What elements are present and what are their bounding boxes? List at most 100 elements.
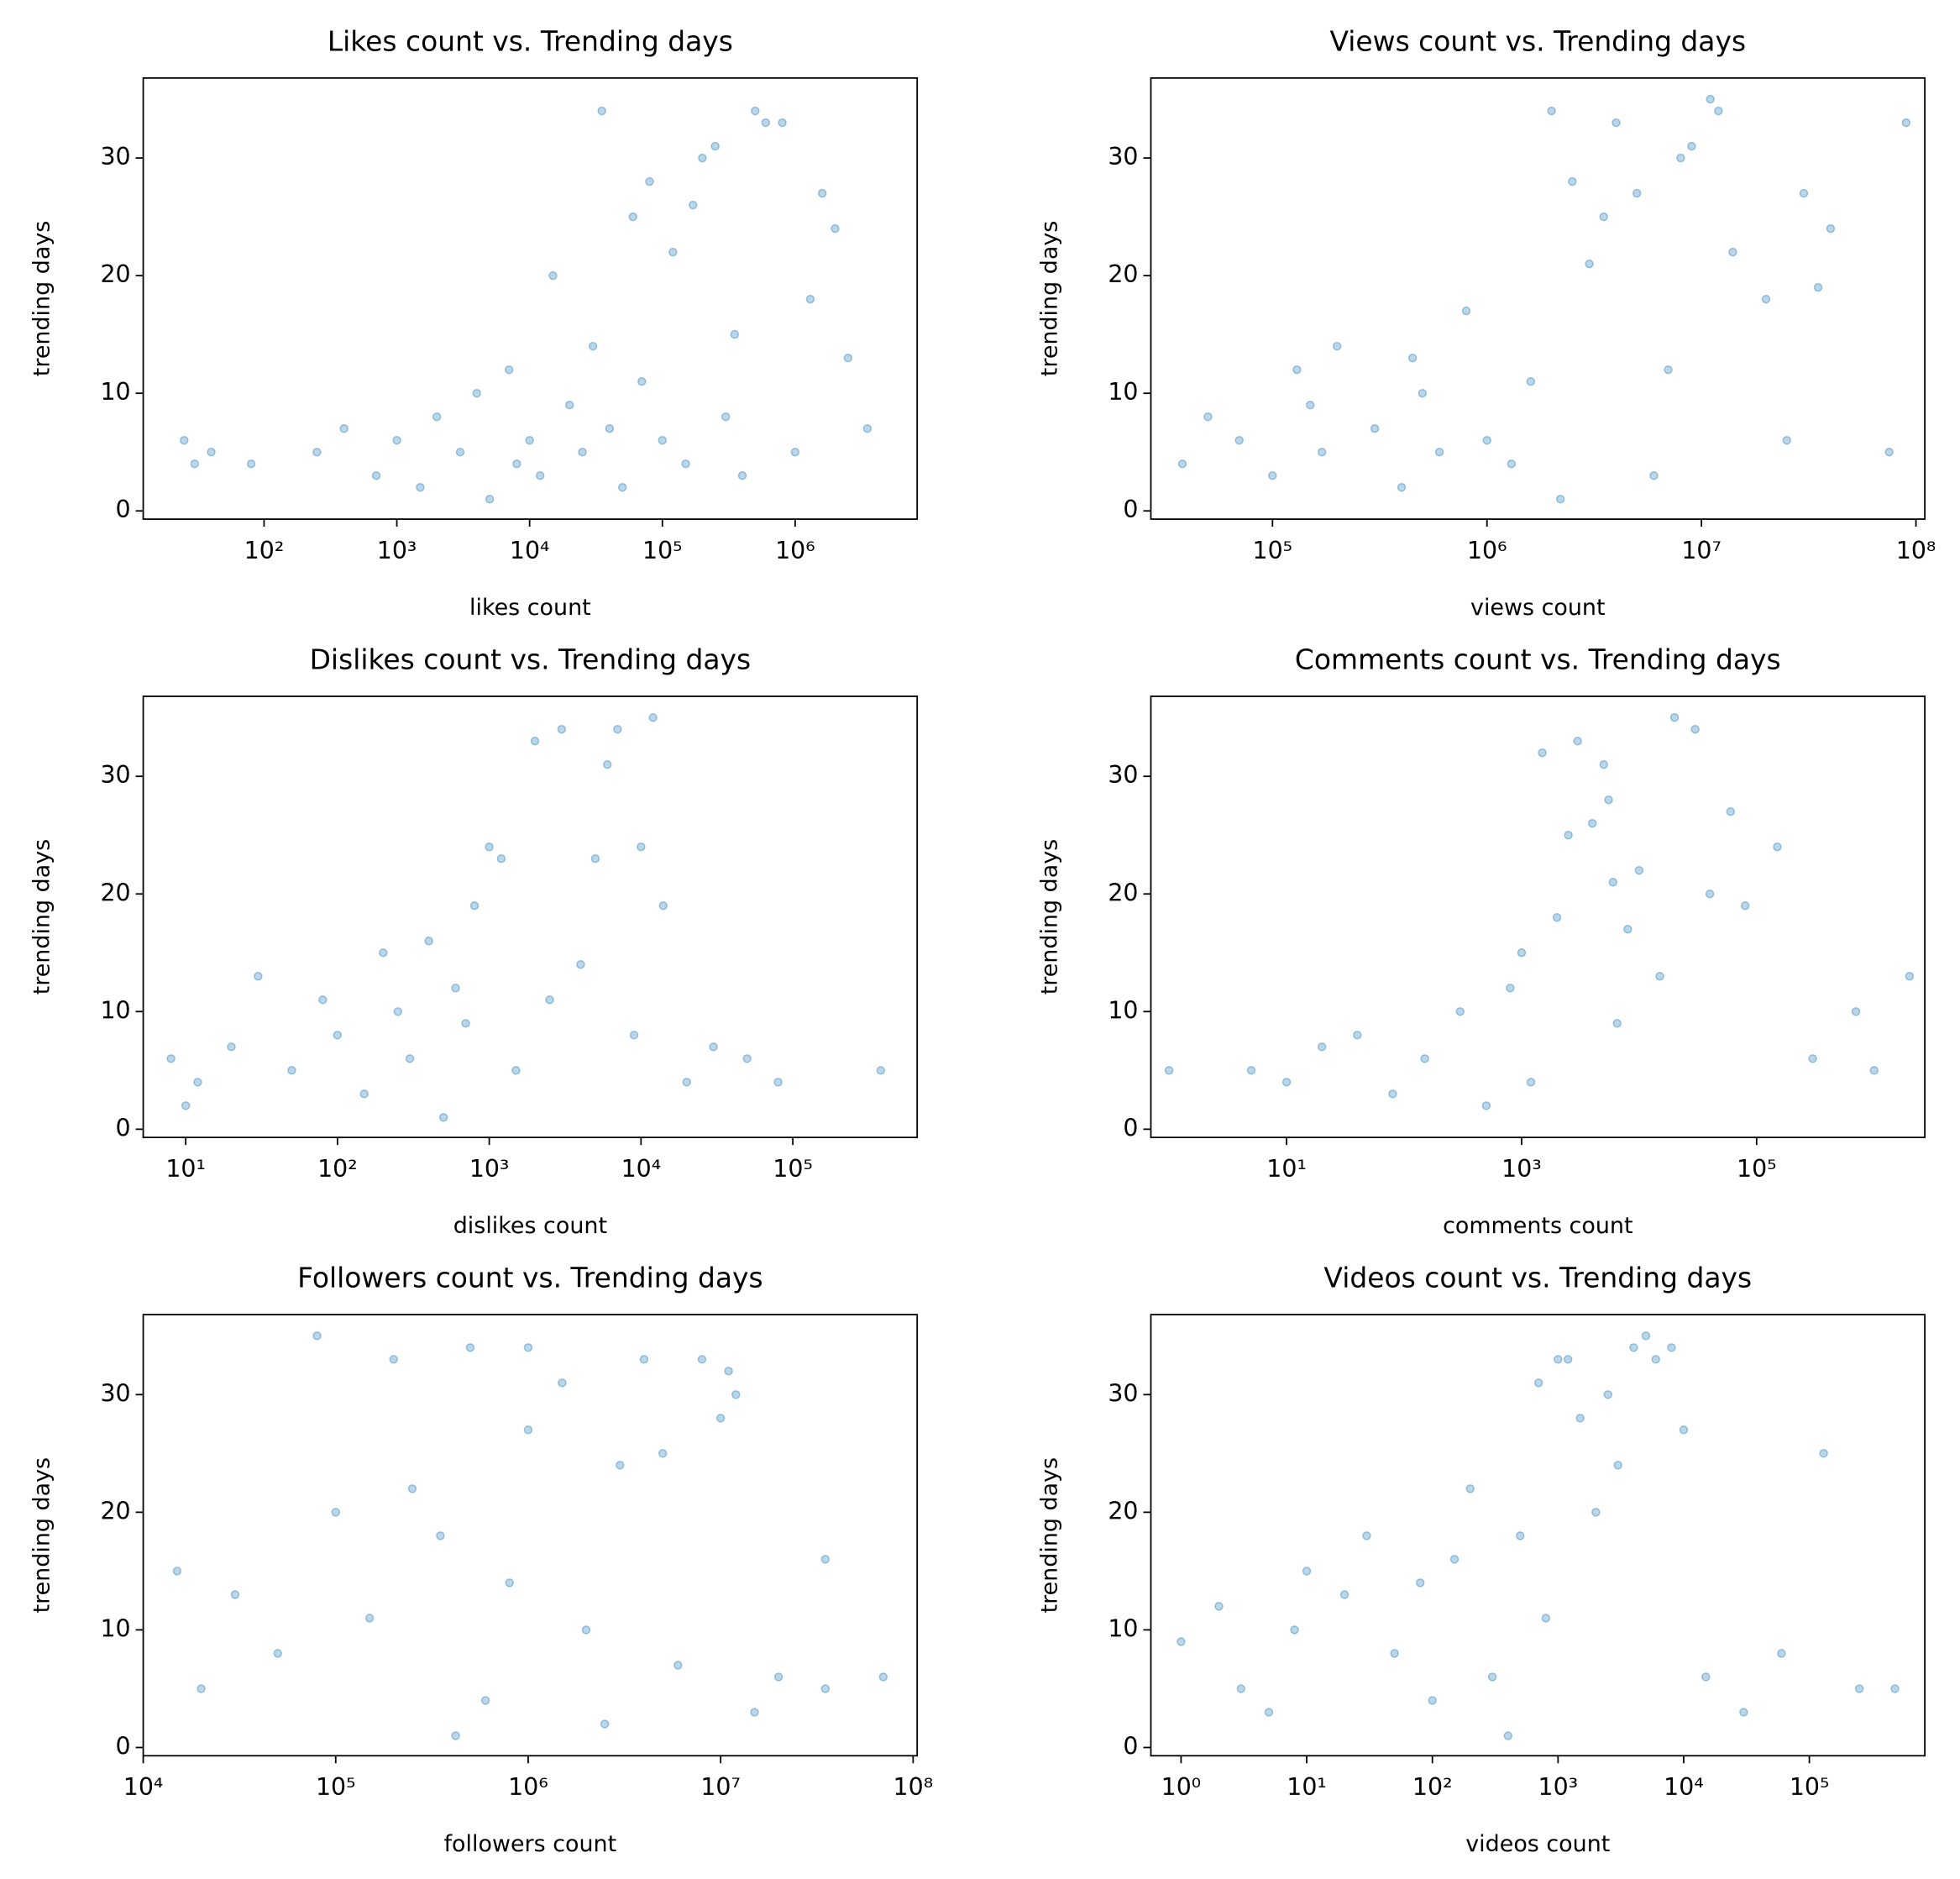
point bbox=[616, 1461, 625, 1470]
point bbox=[172, 1567, 182, 1576]
point bbox=[1388, 1089, 1397, 1099]
point bbox=[1808, 1054, 1817, 1063]
point bbox=[1629, 1343, 1638, 1352]
point bbox=[697, 1355, 707, 1364]
point bbox=[455, 447, 465, 457]
point bbox=[465, 1343, 475, 1352]
point bbox=[1611, 118, 1621, 128]
point bbox=[371, 470, 381, 480]
point bbox=[1568, 176, 1577, 186]
y-tick-label: 0 bbox=[116, 1732, 131, 1760]
point bbox=[525, 435, 534, 445]
point bbox=[1777, 1649, 1786, 1658]
point bbox=[737, 470, 747, 480]
x-tick-label: 10² bbox=[317, 1155, 358, 1183]
point bbox=[1655, 972, 1664, 981]
point bbox=[333, 1031, 343, 1040]
point bbox=[1554, 1355, 1563, 1364]
x-tick-label: 10⁵ bbox=[642, 537, 683, 564]
point bbox=[751, 106, 760, 116]
point bbox=[1306, 400, 1315, 410]
point bbox=[1634, 866, 1644, 875]
point bbox=[523, 1425, 533, 1435]
point bbox=[1905, 972, 1915, 981]
point bbox=[628, 212, 637, 222]
point bbox=[1613, 1461, 1622, 1470]
point bbox=[1649, 470, 1659, 480]
point bbox=[603, 759, 612, 769]
point bbox=[1455, 1007, 1465, 1016]
subplot: 10¹ 10² 10³ 10⁴ 10⁵ 0 10 20 30 Dislikes count vs.… bbox=[29, 643, 919, 1239]
y-tick-label: 30 bbox=[100, 143, 130, 171]
point bbox=[629, 1031, 639, 1040]
axes-frame bbox=[142, 1314, 919, 1757]
point bbox=[688, 200, 698, 210]
point bbox=[1726, 806, 1736, 816]
point bbox=[790, 447, 800, 457]
point bbox=[673, 1661, 683, 1670]
y-tick-label: 20 bbox=[100, 879, 130, 906]
point bbox=[1664, 365, 1673, 375]
point bbox=[392, 435, 401, 445]
point bbox=[600, 1719, 610, 1729]
point bbox=[1517, 948, 1527, 958]
point bbox=[1575, 1414, 1585, 1423]
point bbox=[207, 447, 216, 457]
point bbox=[1428, 1696, 1437, 1705]
point bbox=[878, 1672, 888, 1682]
point bbox=[1164, 1066, 1174, 1075]
point bbox=[1623, 925, 1632, 934]
point bbox=[1599, 212, 1608, 222]
point bbox=[1676, 153, 1685, 163]
point bbox=[379, 948, 388, 958]
point bbox=[1302, 1567, 1312, 1576]
chart-title: Comments count vs. Trending days bbox=[1295, 643, 1781, 676]
y-tick-label: 30 bbox=[1108, 143, 1138, 171]
point bbox=[485, 842, 494, 852]
subplot: 10⁰ 10¹ 10² 10³ 10⁴ 10⁵ 0 10 20 30 Videos count vs… bbox=[1036, 1262, 1926, 1857]
point bbox=[1317, 1042, 1327, 1052]
x-tick-label: 10⁰ bbox=[1161, 1773, 1202, 1801]
y-tick-label: 10 bbox=[100, 1614, 130, 1642]
point bbox=[1281, 1078, 1292, 1087]
point bbox=[1641, 1331, 1651, 1341]
point bbox=[312, 447, 322, 457]
x-axis-label: followers count bbox=[444, 1831, 617, 1857]
chart-title: Views count vs. Trending days bbox=[1329, 24, 1746, 57]
point bbox=[1264, 1708, 1274, 1717]
y-tick-label: 20 bbox=[1108, 260, 1138, 288]
point bbox=[698, 153, 707, 163]
point bbox=[1516, 1531, 1525, 1540]
point bbox=[480, 1696, 490, 1705]
axes-frame bbox=[1150, 76, 1926, 520]
point bbox=[831, 223, 840, 234]
point bbox=[637, 842, 646, 852]
point bbox=[658, 1449, 668, 1458]
point bbox=[451, 1731, 460, 1740]
point bbox=[436, 1531, 445, 1540]
point bbox=[617, 482, 627, 492]
point bbox=[1481, 1101, 1491, 1110]
point bbox=[1292, 365, 1302, 375]
point bbox=[1826, 223, 1836, 234]
point bbox=[1901, 118, 1911, 128]
point bbox=[557, 724, 567, 734]
y-axis-label: trending days bbox=[29, 1457, 55, 1613]
point bbox=[862, 423, 873, 433]
y-tick-label: 30 bbox=[1108, 761, 1138, 789]
point bbox=[535, 470, 545, 480]
point bbox=[843, 353, 853, 363]
point bbox=[710, 141, 720, 151]
point bbox=[1741, 901, 1750, 911]
y-axis-label: trending days bbox=[29, 221, 55, 376]
point bbox=[1851, 1007, 1861, 1016]
y-axis-label: trending days bbox=[1036, 221, 1062, 376]
y-tick-label: 30 bbox=[100, 1379, 130, 1407]
point bbox=[523, 1343, 533, 1352]
point bbox=[1397, 482, 1407, 492]
y-axis-label: trending days bbox=[29, 839, 55, 995]
point bbox=[658, 435, 668, 445]
point bbox=[1177, 459, 1187, 469]
point bbox=[1503, 1731, 1513, 1740]
x-tick-label: 10⁷ bbox=[700, 1773, 741, 1801]
